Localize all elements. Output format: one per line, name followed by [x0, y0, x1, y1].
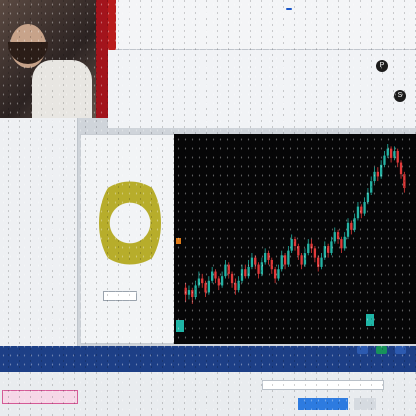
- strip-controls: [351, 346, 406, 354]
- price-marker: [176, 238, 182, 244]
- strip-button-2[interactable]: [394, 346, 406, 354]
- candle-body: [260, 262, 264, 274]
- candle-body: [350, 222, 353, 230]
- candle-body: [254, 257, 257, 265]
- candle-body: [313, 248, 317, 258]
- webcam-feed: [0, 0, 108, 118]
- candle-body: [386, 148, 389, 156]
- candle-body: [303, 252, 307, 265]
- candle-body: [336, 232, 340, 240]
- header-tag[interactable]: [286, 8, 292, 10]
- price-input[interactable]: [103, 291, 137, 301]
- candle-body: [376, 171, 379, 177]
- notice-banner[interactable]: [2, 390, 78, 404]
- candle-body: [187, 290, 191, 295]
- webcam-person-shirt: [32, 60, 92, 118]
- candle-body: [290, 239, 293, 251]
- candle-body: [333, 232, 336, 242]
- candle-body: [283, 255, 287, 265]
- candle-body: [197, 278, 201, 286]
- candle-body: [184, 287, 187, 295]
- candle-body: [360, 206, 363, 214]
- candle-body: [234, 283, 237, 291]
- candle-body: [379, 164, 383, 177]
- candle-body: [403, 174, 406, 189]
- candle-body: [310, 243, 313, 249]
- candle-body: [237, 280, 240, 291]
- candle-body: [383, 155, 386, 165]
- candle-body: [240, 269, 244, 281]
- candle-body: [396, 150, 399, 163]
- candlestick-chart[interactable]: [174, 134, 416, 344]
- candle-body: [273, 269, 277, 279]
- candle-body: [201, 278, 204, 284]
- right-axis-handle[interactable]: [366, 314, 374, 326]
- candle-body: [211, 271, 214, 281]
- bottom-bar: [0, 372, 416, 416]
- candle-body: [280, 255, 283, 270]
- strip-button-1[interactable]: [356, 346, 368, 354]
- candle-body: [270, 259, 273, 270]
- order-book-panel: [0, 118, 78, 346]
- candle-body: [370, 181, 373, 193]
- candle-body: [204, 283, 207, 293]
- header-accent: [108, 0, 116, 50]
- price-chart[interactable]: [174, 134, 416, 344]
- candle-body: [264, 252, 267, 263]
- candle-body: [217, 278, 220, 286]
- order-book-tabs: [4, 298, 74, 308]
- candle-body: [257, 264, 260, 274]
- candle-body: [356, 206, 360, 219]
- candle-body: [224, 264, 227, 277]
- candle-body: [326, 246, 330, 253]
- primary-button[interactable]: [298, 398, 348, 410]
- candle-body: [214, 271, 217, 279]
- candle-body: [297, 246, 300, 256]
- candle-body: [220, 276, 224, 286]
- candle-body: [330, 241, 333, 253]
- candle-body: [363, 201, 366, 214]
- candle-body: [191, 290, 194, 298]
- play-icon[interactable]: P: [376, 60, 388, 72]
- candle-body: [230, 273, 234, 284]
- allocation-card: [80, 134, 176, 344]
- address-input[interactable]: [262, 380, 384, 390]
- header: [108, 0, 416, 50]
- candle-body: [366, 192, 370, 202]
- candle-body: [343, 236, 346, 249]
- settings-icon[interactable]: S: [394, 90, 406, 102]
- webcam-person-hair: [8, 42, 48, 64]
- candle-body: [320, 257, 323, 267]
- candle-body: [250, 257, 254, 267]
- candle-body: [227, 264, 230, 274]
- strip-button-live[interactable]: [375, 346, 387, 354]
- candle-body: [300, 255, 303, 265]
- webcam-edge-bar: [96, 0, 108, 118]
- left-axis-handle[interactable]: [176, 320, 184, 332]
- candle-body: [293, 239, 297, 247]
- candle-body: [267, 252, 270, 260]
- allocation-donut: [99, 173, 161, 273]
- candle-body: [353, 218, 356, 230]
- candle-body: [393, 150, 396, 158]
- candle-body: [373, 171, 376, 182]
- candle-body: [307, 243, 310, 253]
- candle-body: [194, 285, 197, 298]
- candle-body: [277, 269, 280, 279]
- info-panel: P S: [108, 50, 416, 128]
- secondary-button[interactable]: [354, 398, 376, 410]
- candle-body: [317, 257, 320, 267]
- candle-body: [399, 162, 403, 175]
- candle-body: [287, 250, 290, 265]
- candle-body: [207, 280, 211, 293]
- candle-body: [340, 239, 343, 249]
- candle-body: [346, 222, 350, 237]
- candle-body: [389, 148, 393, 158]
- candle-body: [244, 269, 247, 277]
- status-strip: [0, 346, 416, 372]
- candle-body: [247, 266, 250, 277]
- candle-body: [323, 246, 326, 258]
